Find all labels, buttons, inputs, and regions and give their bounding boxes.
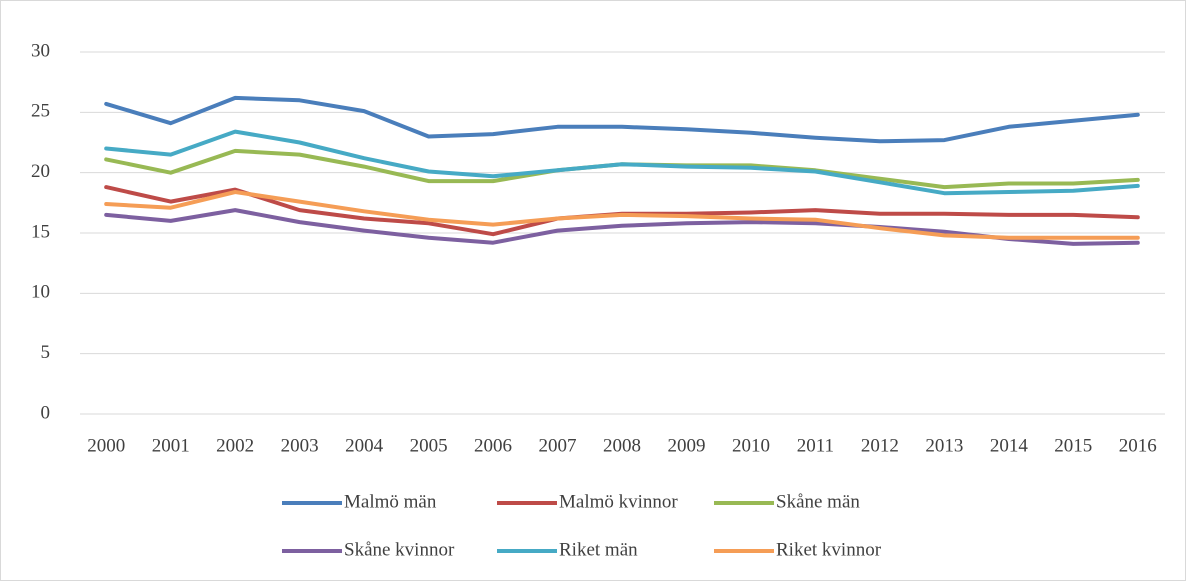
- legend-label: Skåne kvinnor: [344, 539, 455, 560]
- series-line: [104, 129, 1140, 196]
- x-tick-label: 2015: [1054, 435, 1092, 456]
- x-tick-label: 2007: [539, 435, 577, 456]
- series-line: [104, 95, 1140, 144]
- legend-label: Riket män: [559, 539, 638, 560]
- y-tick-label: 10: [31, 282, 50, 303]
- y-tick-label: 0: [41, 402, 51, 423]
- y-tick-label: 5: [41, 342, 51, 363]
- y-tick-label: 20: [31, 161, 50, 182]
- x-tick-label: 2012: [861, 435, 899, 456]
- x-tick-label: 2005: [410, 435, 448, 456]
- y-tick-label: 30: [31, 40, 50, 61]
- x-tick-label: 2010: [732, 435, 770, 456]
- x-tick-label: 2003: [281, 435, 319, 456]
- x-tick-label: 2006: [474, 435, 512, 456]
- legend-label: Malmö kvinnor: [559, 491, 678, 512]
- x-tick-label: 2009: [667, 435, 705, 456]
- x-tick-label: 2008: [603, 435, 641, 456]
- x-tick-label: 2016: [1119, 435, 1157, 456]
- x-tick-label: 2011: [797, 435, 834, 456]
- legend-label: Riket kvinnor: [776, 539, 882, 560]
- series-line: [104, 190, 1140, 240]
- x-tick-label: 2013: [925, 435, 963, 456]
- x-tick-label: 2004: [345, 435, 384, 456]
- y-tick-label: 25: [31, 101, 50, 122]
- x-tick-label: 2014: [990, 435, 1029, 456]
- legend-label: Malmö män: [344, 491, 437, 512]
- x-tick-label: 2001: [152, 435, 190, 456]
- y-tick-label: 15: [31, 221, 50, 242]
- x-tick-label: 2002: [216, 435, 254, 456]
- x-tick-label: 2000: [87, 435, 125, 456]
- legend-label: Skåne män: [776, 491, 860, 512]
